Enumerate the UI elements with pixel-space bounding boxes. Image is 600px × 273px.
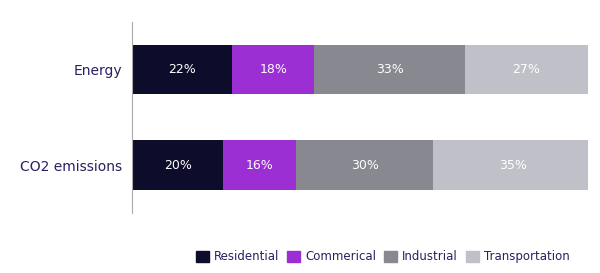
Bar — [314, 45, 465, 94]
Text: 22%: 22% — [168, 63, 196, 76]
Text: 18%: 18% — [259, 63, 287, 76]
Bar — [132, 45, 232, 94]
Bar — [433, 140, 593, 190]
Text: 27%: 27% — [512, 63, 541, 76]
Text: 20%: 20% — [164, 159, 191, 172]
Text: 35%: 35% — [499, 159, 527, 172]
Legend: Residential, Commerical, Industrial, Transportation: Residential, Commerical, Industrial, Tra… — [191, 246, 574, 268]
Text: 33%: 33% — [376, 63, 404, 76]
Bar — [132, 140, 223, 190]
Bar — [232, 45, 314, 94]
Text: 16%: 16% — [246, 159, 274, 172]
Bar — [296, 140, 433, 190]
Bar — [465, 45, 588, 94]
Text: 30%: 30% — [350, 159, 379, 172]
Bar — [223, 140, 296, 190]
